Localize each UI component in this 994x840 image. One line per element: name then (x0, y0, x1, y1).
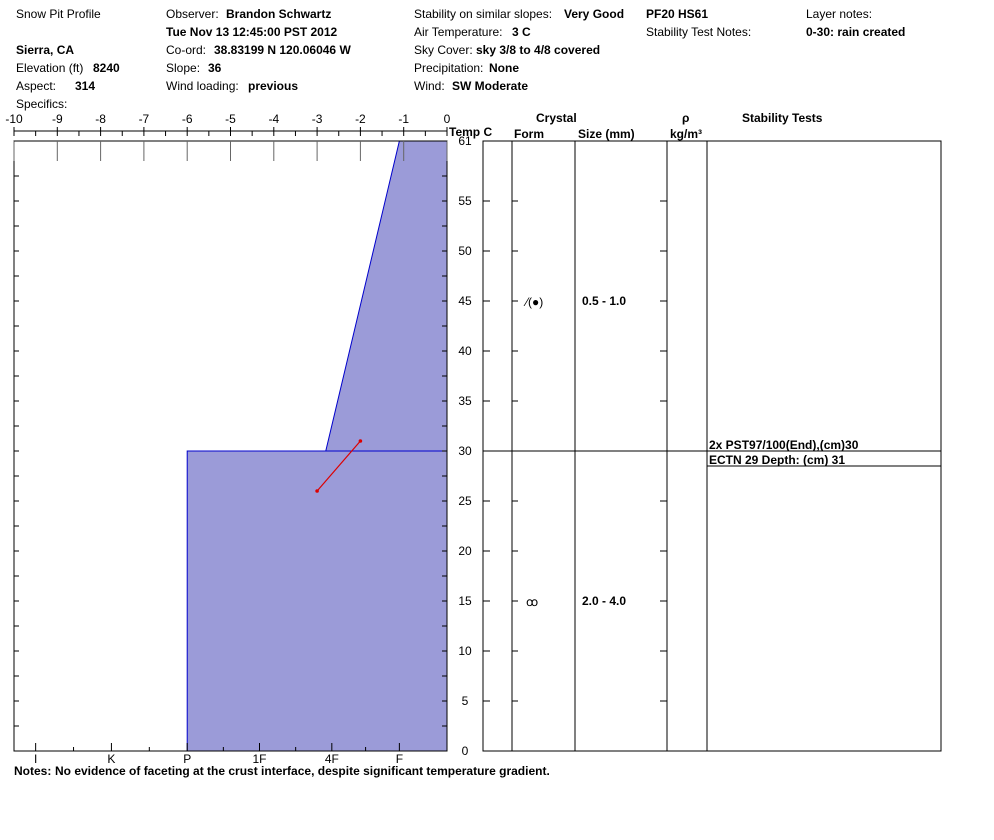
datetime: Tue Nov 13 12:45:00 PST 2012 (166, 25, 338, 39)
size-label: Size (mm) (578, 127, 635, 141)
coord-value: 38.83199 N 120.06046 W (214, 43, 351, 57)
stability-tests-label: Stability Tests (742, 111, 823, 125)
depth-tick-label: 0 (462, 744, 469, 758)
notes-label: Notes: (14, 764, 52, 778)
layer-notes-value: 0-30: rain created (806, 25, 906, 39)
crystal-label: Crystal (536, 111, 577, 125)
specifics-label: Specifics: (16, 97, 68, 111)
depth-tick-label: 45 (458, 294, 472, 308)
wind-value: SW Moderate (452, 79, 529, 93)
temperature-point (358, 439, 363, 443)
layer-table-frame (482, 140, 942, 752)
depth-tick-label: 10 (458, 644, 472, 658)
temp-tick-label: -5 (225, 112, 236, 126)
hardness-tick-label: I (34, 752, 37, 766)
grain-size-value: 2.0 - 4.0 (582, 594, 626, 608)
hardness-area (187, 141, 447, 751)
sky-label: Sky Cover: (414, 43, 473, 57)
depth-tick-label: 5 (462, 694, 469, 708)
location: Sierra, CA (16, 43, 75, 57)
elevation-label: Elevation (ft) (16, 61, 84, 75)
aspect-value: 314 (75, 79, 96, 93)
hardness-tick-label: 4F (325, 752, 339, 766)
depth-tick-label: 61 (458, 134, 472, 148)
rho-label: ρ (682, 111, 690, 125)
slope-label: Slope: (166, 61, 201, 75)
elevation-value: 8240 (93, 61, 120, 75)
aspect-label: Aspect: (16, 79, 57, 93)
stability-test-result: ECTN 29 Depth: (cm) 31 (709, 453, 845, 467)
wind-label: Wind: (414, 79, 445, 93)
precip-value: None (489, 61, 519, 75)
grain-form-symbol: ꝏ (526, 595, 538, 609)
hardness-tick-label: F (396, 752, 403, 766)
temp-tick-label: -9 (52, 112, 63, 126)
depth-tick-label: 40 (458, 344, 472, 358)
hardness-tick-label: K (107, 752, 115, 766)
depth-tick-label: 30 (458, 444, 472, 458)
depth-tick-label: 25 (458, 494, 472, 508)
wind-loading-label: Wind loading: (166, 79, 239, 93)
temp-tick-label: -8 (95, 112, 106, 126)
depth-tick-label: 55 (458, 194, 472, 208)
pf-hs: PF20 HS61 (646, 7, 709, 21)
temperature-line (316, 440, 361, 492)
temp-tick-label: 0 (444, 112, 451, 126)
wind-loading-value: previous (248, 79, 299, 93)
density-unit-label: kg/m³ (670, 127, 703, 141)
temp-tick-label: -2 (355, 112, 366, 126)
depth-tick-label: 15 (458, 594, 472, 608)
depth-tick-label: 35 (458, 394, 472, 408)
temp-tick-label: -3 (312, 112, 323, 126)
air-temp-label: Air Temperature: (414, 25, 503, 39)
temp-axis-label: Temp C (449, 125, 493, 139)
temp-tick-label: -1 (398, 112, 409, 126)
coord-label: Co-ord: (166, 43, 207, 57)
temp-tick-label: -4 (268, 112, 279, 126)
form-label: Form (514, 127, 544, 141)
notes-text: No evidence of faceting at the crust int… (55, 764, 550, 778)
stability-value: Very Good (564, 7, 625, 21)
observer-label: Observer: (166, 7, 219, 21)
precip-label: Precipitation: (414, 61, 484, 75)
depth-tick-label: 20 (458, 544, 472, 558)
temp-tick-label: -10 (5, 112, 23, 126)
hardness-tick-label: 1F (253, 752, 267, 766)
air-temp-value: 3 C (512, 25, 531, 39)
sky-value: sky 3/8 to 4/8 covered (476, 43, 601, 57)
hardness-tick-label: P (183, 752, 191, 766)
observer-value: Brandon Schwartz (226, 7, 332, 21)
layer-notes-label: Layer notes: (806, 7, 873, 21)
stability-notes-label: Stability Test Notes: (646, 25, 752, 39)
slope-value: 36 (208, 61, 222, 75)
temp-tick-label: -7 (139, 112, 150, 126)
pit-title: Snow Pit Profile (16, 7, 101, 21)
stability-test-result: 2x PST97/100(End),(cm)30 (709, 438, 859, 452)
grain-size-value: 0.5 - 1.0 (582, 294, 626, 308)
grain-form-symbol: ⁄(●) (523, 295, 543, 309)
temperature-point (315, 489, 319, 493)
temp-tick-label: -6 (182, 112, 193, 126)
stability-label: Stability on similar slopes: (414, 7, 553, 21)
depth-tick-label: 50 (458, 244, 472, 258)
